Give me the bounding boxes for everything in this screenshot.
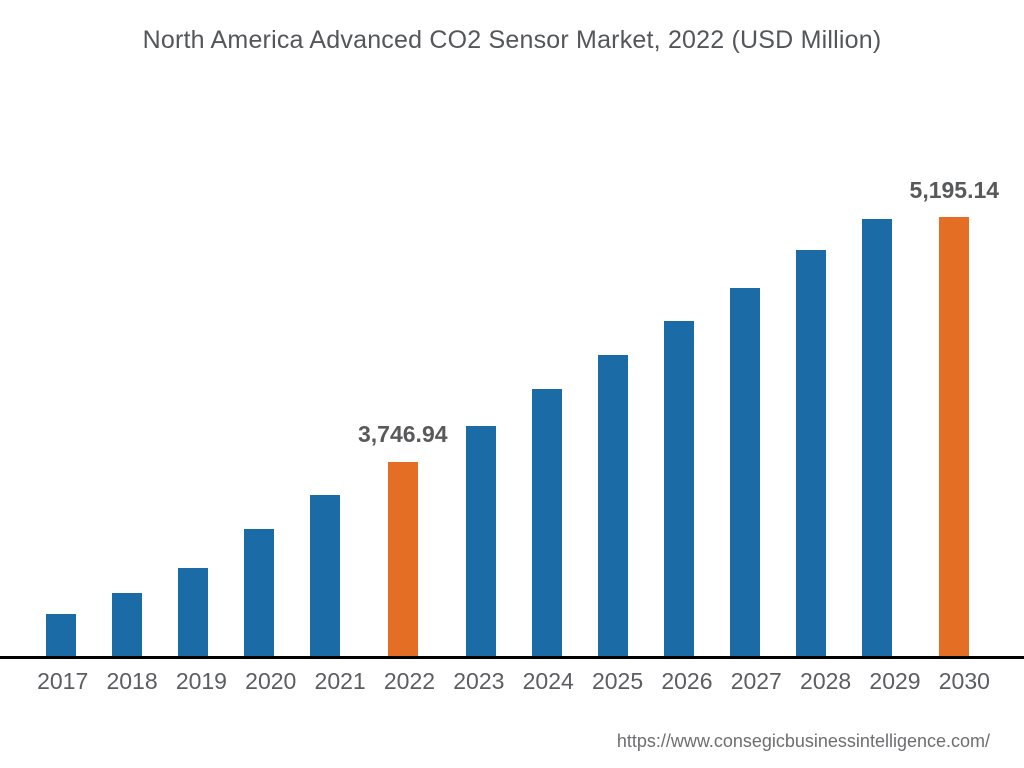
bar-column-2025 bbox=[580, 178, 646, 656]
x-tick-label-2019: 2019 bbox=[175, 668, 227, 694]
chart-title: North America Advanced CO2 Sensor Market… bbox=[142, 26, 882, 54]
bar-2020 bbox=[244, 529, 274, 656]
bar-column-2024 bbox=[514, 178, 580, 656]
x-tick-label-2029: 2029 bbox=[869, 668, 921, 694]
footer: https://www.consegicbusinessintelligence… bbox=[617, 731, 990, 752]
x-tick-label-2030: 2030 bbox=[938, 668, 990, 694]
x-tick-label-2022: 2022 bbox=[383, 668, 436, 694]
x-axis-line bbox=[0, 656, 1024, 659]
bar-column-2023 bbox=[448, 178, 514, 656]
x-tick-label-2021: 2021 bbox=[314, 668, 366, 694]
bar-column-2029 bbox=[844, 178, 910, 656]
x-axis-labels: 2017 2018 2019 2020 2021 2022 2023 2024 2025 2026… bbox=[28, 668, 999, 695]
bar-column-2020 bbox=[226, 178, 292, 656]
bar-column-2026 bbox=[646, 178, 712, 656]
bar-2029 bbox=[861, 218, 892, 656]
x-tick-label-2028: 2028 bbox=[800, 668, 852, 694]
x-tick-label-2023: 2023 bbox=[453, 668, 505, 694]
bar-column-2017 bbox=[28, 178, 94, 656]
bar-2022 bbox=[387, 461, 418, 656]
x-tick-label-2025: 2025 bbox=[591, 668, 644, 694]
bar-column-2027 bbox=[712, 178, 778, 656]
x-tick-label-2024: 2024 bbox=[522, 668, 574, 694]
x-tick-label-2017: 2017 bbox=[37, 668, 89, 694]
bar-2017 bbox=[46, 614, 76, 656]
bar-column-2030: 5,195.14 bbox=[909, 177, 1000, 656]
bar-2027 bbox=[729, 287, 760, 656]
x-tick-label-2027: 2027 bbox=[730, 668, 782, 694]
bar-2024 bbox=[531, 389, 562, 656]
bar-2018 bbox=[112, 593, 142, 656]
bar-2021 bbox=[310, 495, 340, 656]
bar-column-2018 bbox=[94, 178, 160, 656]
bar-2028 bbox=[795, 249, 826, 656]
bar-value-label-2022: 3,746.94 bbox=[358, 421, 448, 448]
bar-2025 bbox=[597, 354, 628, 656]
bar-2030 bbox=[939, 217, 970, 656]
bar-value-label-2030: 5,195.14 bbox=[909, 177, 1000, 203]
bar-column-2019 bbox=[160, 178, 226, 656]
bar-2026 bbox=[663, 320, 694, 656]
x-tick-label-2026: 2026 bbox=[661, 668, 713, 694]
source-url-link[interactable]: https://www.consegicbusinessintelligence… bbox=[616, 731, 990, 751]
bar-2019 bbox=[178, 567, 208, 656]
bar-column-2022: 3,746.94 bbox=[358, 178, 448, 656]
x-tick-label-2018: 2018 bbox=[106, 668, 158, 694]
x-tick-label-2020: 2020 bbox=[245, 668, 297, 694]
bar-plot: 3,746.94 5,195.14 bbox=[28, 177, 1000, 656]
bar-column-2021 bbox=[292, 178, 358, 656]
bar-2023 bbox=[465, 426, 496, 656]
bar-column-2028 bbox=[778, 178, 844, 656]
